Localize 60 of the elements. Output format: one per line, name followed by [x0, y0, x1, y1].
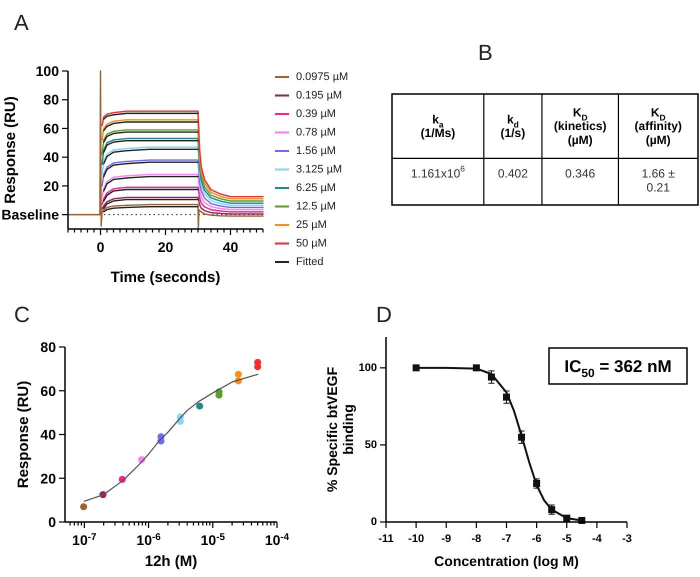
- annotation: IC$_{50}$ = 362 nM: [564, 356, 672, 380]
- text: B: [478, 40, 493, 65]
- x-tick-label: 10$^{-6}$: [136, 532, 162, 548]
- chart-title: D: [376, 302, 392, 327]
- x-tick-label: -4: [592, 533, 603, 545]
- category-label: K$_{D}$ (affinity) (µM): [634, 105, 682, 147]
- category-label: k$_{a}$ (1/Ms): [420, 112, 456, 140]
- chart-title: A: [14, 10, 29, 35]
- legend-label: 25 µM: [296, 219, 327, 231]
- text: 1.161x10$^{6}$: [410, 163, 466, 180]
- x-axis-title: 12h (M): [144, 553, 198, 570]
- text: 1.66 ± 0.21: [642, 166, 676, 194]
- y-tick-label: Baseline: [1, 206, 60, 223]
- y-axis-title: Response (RU): [2, 96, 18, 204]
- x-tick-label: -3: [622, 533, 632, 545]
- x-tick-label: -10: [408, 533, 424, 545]
- x-tick-label: -8: [471, 533, 482, 545]
- chart-title: C: [14, 302, 30, 327]
- legend-label: 0.39 µM: [296, 108, 336, 120]
- legend-label: 3.125 µM: [296, 164, 342, 176]
- legend-label: 1.56 µM: [296, 145, 336, 157]
- y-tick-label: 80: [40, 339, 56, 355]
- legend-label: 6.25 µM: [296, 182, 336, 194]
- y-tick-label: 20: [40, 470, 56, 486]
- x-tick-label: -5: [562, 533, 572, 545]
- category-label: K$_{D}$ (kinetics) (µM): [554, 105, 607, 147]
- x-tick-label: 10$^{-5}$: [200, 532, 226, 548]
- text: 0.346: [565, 166, 596, 180]
- x-axis-title: Concentration (log M): [434, 553, 579, 569]
- legend-label: 0.195 µM: [296, 90, 342, 102]
- x-tick-label: 0: [96, 239, 105, 255]
- legend-label: 0.78 µM: [296, 126, 336, 138]
- text: 0.402: [498, 166, 528, 180]
- y-axis-title: % Specific btVEGF binding: [324, 366, 356, 492]
- legend-label: 50 µM: [296, 238, 327, 250]
- x-tick-label: 40: [222, 239, 238, 255]
- y-tick-label: 50: [364, 438, 377, 451]
- x-tick-label: -11: [378, 533, 394, 545]
- legend-label: 12.5 µM: [296, 200, 336, 212]
- x-tick-label: 10$^{-4}$: [264, 532, 290, 548]
- x-tick-label: 20: [158, 239, 174, 255]
- y-tick-label: 100: [36, 63, 60, 79]
- x-axis-title: Time (seconds): [110, 269, 220, 286]
- x-tick-label: -9: [441, 533, 452, 545]
- y-axis-title: Response (RU): [14, 380, 32, 488]
- category-label: k$_{d}$ (1/s): [500, 112, 526, 140]
- y-tick-label: 100: [358, 362, 377, 374]
- x-tick-label: 10$^{-7}$: [72, 532, 98, 548]
- x-tick-label: -6: [532, 533, 542, 545]
- y-tick-label: 20: [43, 178, 60, 194]
- legend-label: 0.0975 µM: [296, 71, 348, 83]
- y-tick-label: 40: [43, 149, 60, 166]
- x-tick-label: -7: [502, 533, 512, 545]
- y-tick-label: 60: [40, 382, 56, 399]
- y-tick-label: 40: [40, 426, 56, 442]
- legend-label: Fitted: [296, 256, 324, 268]
- y-tick-label: 80: [43, 92, 60, 108]
- y-tick-label: 0: [370, 516, 377, 528]
- y-tick-label: 0: [48, 514, 56, 530]
- y-tick-label: 60: [43, 120, 60, 136]
